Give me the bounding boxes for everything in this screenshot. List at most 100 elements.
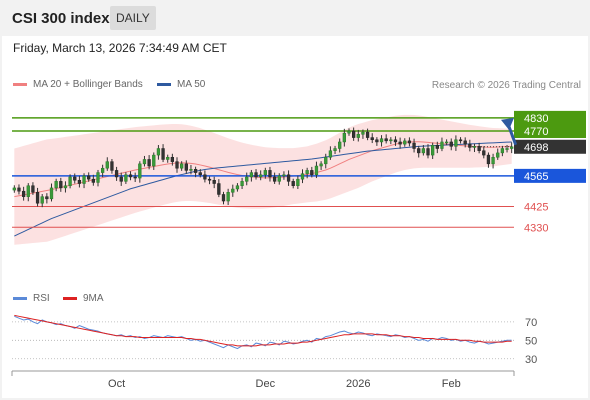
candle-body	[342, 132, 346, 143]
candle-body	[328, 150, 333, 158]
candle-body	[379, 138, 384, 143]
x-tick-2026: 2026	[346, 378, 370, 390]
candle-body	[175, 161, 179, 169]
candle	[277, 173, 281, 185]
candle	[449, 138, 453, 151]
candle-body	[468, 143, 472, 148]
candle	[486, 152, 491, 168]
candle	[87, 172, 91, 182]
candle-body	[110, 161, 114, 171]
candle	[263, 167, 267, 179]
timeframe-button[interactable]: DAILY	[110, 6, 156, 30]
candle	[175, 157, 179, 173]
candle	[365, 128, 370, 141]
candle-body	[105, 161, 109, 169]
candle	[324, 153, 328, 169]
candle	[45, 193, 49, 204]
candle-body	[54, 181, 58, 189]
candle-body	[142, 159, 147, 165]
ma50-line	[14, 141, 512, 237]
legend-rsi: RSI	[13, 293, 50, 304]
candle	[254, 169, 258, 180]
candle	[417, 145, 421, 158]
candle-body	[221, 194, 226, 202]
candle-body	[119, 176, 123, 182]
candle-body	[412, 142, 416, 149]
candle	[54, 178, 58, 192]
candle	[342, 128, 346, 147]
level-label-4830: 4830	[524, 113, 548, 125]
candle	[268, 166, 272, 182]
forecast-arrow-head	[501, 117, 514, 130]
candle-body	[435, 144, 439, 149]
candle-body	[491, 157, 495, 165]
candle	[300, 169, 305, 184]
candle-body	[96, 172, 100, 183]
candle	[73, 173, 77, 184]
candle-body	[440, 141, 444, 149]
candle	[193, 166, 198, 178]
candle	[328, 146, 333, 160]
candle-body	[49, 187, 54, 200]
candle	[198, 169, 202, 178]
candle-body	[300, 173, 305, 180]
candle	[221, 191, 226, 205]
candle	[351, 127, 356, 141]
candle-body	[500, 148, 505, 154]
candle-body	[217, 183, 221, 195]
candle	[310, 166, 314, 178]
candle	[458, 137, 463, 144]
candle-body	[26, 185, 30, 197]
candle-body	[45, 196, 49, 200]
candle	[31, 182, 35, 195]
candle	[96, 169, 100, 187]
candle	[166, 154, 170, 163]
candle	[68, 174, 72, 189]
candle-body	[286, 174, 291, 182]
rsi-tick-70: 70	[525, 317, 537, 329]
candle	[63, 181, 68, 193]
bollinger-band	[14, 114, 512, 245]
candle	[231, 184, 235, 197]
candle-body	[87, 175, 91, 180]
candle	[314, 161, 319, 179]
candle	[431, 142, 435, 160]
candle-body	[296, 178, 300, 186]
candle	[161, 144, 165, 163]
candle	[393, 136, 398, 146]
candle	[370, 133, 374, 144]
candle-body	[152, 154, 156, 167]
candle-body	[268, 170, 272, 178]
legend-label-ma20: MA 20 + Bollinger Bands	[33, 79, 143, 90]
candle-body	[403, 140, 407, 145]
candle	[389, 137, 393, 145]
candle-body	[454, 139, 458, 147]
level-tag-4830	[514, 110, 586, 125]
candle	[235, 183, 240, 192]
candle	[347, 128, 351, 136]
candle	[21, 186, 26, 201]
candle	[170, 153, 175, 166]
candle-body	[40, 196, 44, 204]
candle	[440, 137, 444, 152]
candle	[226, 188, 230, 205]
candle	[426, 144, 430, 159]
candle	[286, 170, 291, 186]
candle	[356, 129, 360, 142]
candle-body	[231, 188, 235, 193]
level-tag-4770	[514, 124, 586, 139]
rsi-tick-30: 30	[525, 354, 537, 366]
candle	[114, 166, 119, 181]
candle-body	[505, 148, 509, 150]
candle-body	[431, 144, 435, 156]
candle-body	[421, 148, 426, 154]
candle-body	[463, 140, 467, 145]
candle-body	[91, 178, 95, 183]
candle-body	[365, 131, 370, 138]
candle-body	[272, 176, 277, 182]
candle-body	[17, 187, 21, 192]
candle-body	[156, 148, 161, 156]
candle	[82, 173, 86, 189]
candle	[100, 164, 105, 178]
